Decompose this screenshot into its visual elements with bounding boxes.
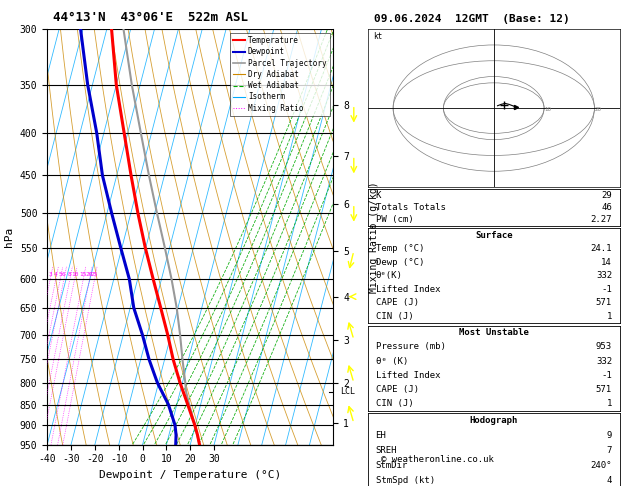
Text: 6: 6 [62, 272, 66, 277]
Text: 240°: 240° [591, 461, 612, 470]
Text: Surface: Surface [475, 231, 513, 240]
Text: -1: -1 [601, 371, 612, 380]
Text: Temp (°C): Temp (°C) [376, 244, 424, 253]
Text: 29: 29 [601, 191, 612, 200]
Text: 25: 25 [91, 272, 98, 277]
Text: 24.1: 24.1 [591, 244, 612, 253]
Legend: Temperature, Dewpoint, Parcel Trajectory, Dry Adiabat, Wet Adiabat, Isotherm, Mi: Temperature, Dewpoint, Parcel Trajectory… [230, 33, 330, 116]
X-axis label: Dewpoint / Temperature (°C): Dewpoint / Temperature (°C) [99, 470, 281, 480]
Text: 10: 10 [71, 272, 79, 277]
Text: 7: 7 [606, 446, 612, 455]
Text: 20: 20 [86, 272, 93, 277]
Text: 953: 953 [596, 342, 612, 351]
Text: 332: 332 [596, 357, 612, 365]
Text: Pressure (mb): Pressure (mb) [376, 342, 445, 351]
Text: CIN (J): CIN (J) [376, 399, 413, 408]
Text: 20: 20 [594, 107, 601, 112]
Text: 5: 5 [58, 272, 62, 277]
Text: Most Unstable: Most Unstable [459, 328, 529, 337]
Y-axis label: hPa: hPa [4, 227, 14, 247]
Text: CAPE (J): CAPE (J) [376, 385, 418, 394]
Text: Lifted Index: Lifted Index [376, 371, 440, 380]
Text: CAPE (J): CAPE (J) [376, 298, 418, 307]
Text: EH: EH [376, 431, 386, 440]
Text: 9: 9 [606, 431, 612, 440]
Text: Hodograph: Hodograph [470, 416, 518, 425]
Text: 1: 1 [606, 312, 612, 321]
Text: Totals Totals: Totals Totals [376, 203, 445, 212]
Text: 10: 10 [544, 107, 551, 112]
Text: CIN (J): CIN (J) [376, 312, 413, 321]
Text: 571: 571 [596, 385, 612, 394]
Text: 571: 571 [596, 298, 612, 307]
Text: 2.27: 2.27 [591, 215, 612, 225]
Text: PW (cm): PW (cm) [376, 215, 413, 225]
Text: θᵉ (K): θᵉ (K) [376, 357, 408, 365]
Text: 15: 15 [79, 272, 87, 277]
Text: 332: 332 [596, 271, 612, 280]
Text: 4: 4 [54, 272, 58, 277]
Text: -1: -1 [601, 285, 612, 294]
Text: K: K [376, 191, 381, 200]
Text: LCL: LCL [340, 387, 355, 396]
Text: © weatheronline.co.uk: © weatheronline.co.uk [381, 455, 493, 464]
Text: Mixing Ratio (g/kg): Mixing Ratio (g/kg) [369, 181, 379, 293]
Text: StmDir: StmDir [376, 461, 408, 470]
Text: θᵉ(K): θᵉ(K) [376, 271, 403, 280]
Text: 4: 4 [606, 476, 612, 486]
Text: 14: 14 [601, 258, 612, 267]
Text: StmSpd (kt): StmSpd (kt) [376, 476, 435, 486]
Text: 8: 8 [68, 272, 72, 277]
Text: kt: kt [373, 32, 382, 41]
Text: 1: 1 [606, 399, 612, 408]
Text: 44°13'N  43°06'E  522m ASL: 44°13'N 43°06'E 522m ASL [53, 11, 248, 24]
Text: 46: 46 [601, 203, 612, 212]
Text: 09.06.2024  12GMT  (Base: 12): 09.06.2024 12GMT (Base: 12) [374, 14, 570, 24]
Text: 3: 3 [48, 272, 52, 277]
Text: SREH: SREH [376, 446, 397, 455]
Text: Dewp (°C): Dewp (°C) [376, 258, 424, 267]
Text: Lifted Index: Lifted Index [376, 285, 440, 294]
Y-axis label: km
ASL: km ASL [368, 226, 386, 248]
